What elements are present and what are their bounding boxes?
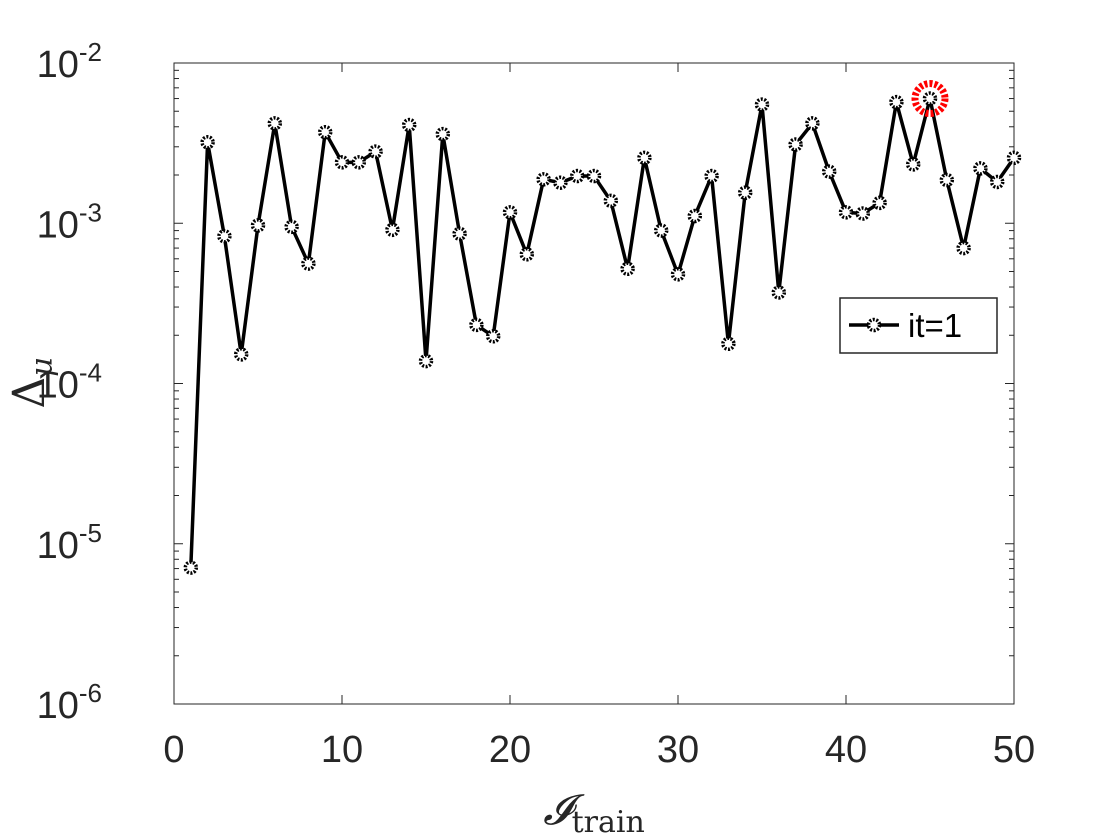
- data-point: [284, 219, 299, 235]
- x-axis-label: 𝓘train: [543, 785, 645, 840]
- data-point: [368, 144, 383, 159]
- legend-label: it=1: [908, 307, 962, 344]
- data-point: [485, 329, 501, 344]
- data-point: [401, 117, 417, 133]
- plot-frame: [173, 62, 1015, 705]
- data-point: [502, 205, 518, 220]
- x-axis-label-sub: train: [572, 805, 645, 840]
- data-point: [838, 205, 854, 220]
- data-point: [435, 126, 451, 142]
- y-tick-label: 10-3: [37, 197, 102, 246]
- y-tick-label: 10-6: [37, 678, 102, 727]
- y-tick-exponent: -4: [79, 358, 102, 388]
- data-point: [922, 91, 938, 106]
- y-tick-exponent: -6: [79, 678, 102, 708]
- data-point: [233, 347, 249, 362]
- y-axis-label-main: Δ: [4, 377, 55, 409]
- data-point: [519, 247, 535, 262]
- data-point: [569, 168, 585, 184]
- data-point: [536, 172, 551, 187]
- y-tick-base: 10: [37, 44, 79, 86]
- data-point: [687, 208, 703, 224]
- data-point: [620, 261, 635, 277]
- data-point: [788, 137, 803, 152]
- highlighted-point: [911, 80, 949, 118]
- x-tick-label: 50: [993, 729, 1035, 771]
- data-point: [183, 560, 199, 575]
- data-point: [553, 175, 568, 190]
- data-point: [217, 228, 232, 244]
- data-point: [737, 185, 753, 200]
- legend: it=1: [839, 297, 998, 354]
- x-tick-labels: 0 10 20 30 40 50: [163, 729, 1035, 771]
- data-point: [821, 164, 837, 179]
- y-tick-base: 10: [37, 204, 79, 246]
- data-point: [721, 336, 736, 352]
- y-tick-base: 10: [37, 685, 79, 727]
- data-point: [905, 157, 921, 172]
- data-point: [872, 195, 887, 211]
- data-point: [200, 135, 215, 150]
- data-point: [939, 172, 955, 188]
- series-layer: [183, 91, 1022, 575]
- y-tick-base: 10: [37, 365, 79, 407]
- x-tick-label: 10: [321, 729, 363, 771]
- data-point: [1006, 150, 1022, 166]
- data-point: [989, 174, 1005, 190]
- y-tick-label: 10-2: [37, 37, 102, 86]
- data-point: [317, 124, 333, 140]
- data-point: [771, 285, 787, 300]
- data-point: [250, 218, 266, 233]
- minor-ticks: [174, 69, 1014, 657]
- y-tick-exponent: -3: [79, 197, 102, 227]
- data-point: [334, 155, 350, 170]
- y-axis-label-sub: μ: [25, 357, 60, 377]
- data-point: [805, 116, 820, 131]
- y-tick-exponent: -5: [79, 518, 102, 548]
- data-point: [267, 116, 283, 131]
- highlight-layer: [911, 80, 949, 118]
- data-point: [603, 193, 619, 209]
- data-point: [637, 150, 652, 166]
- x-tick-label: 20: [489, 729, 531, 771]
- data-point: [469, 317, 484, 333]
- data-point: [452, 226, 467, 241]
- data-point: [351, 155, 367, 170]
- x-tick-label: 0: [163, 729, 184, 771]
- x-tick-label: 30: [657, 729, 699, 771]
- data-point: [704, 168, 719, 184]
- data-point: [855, 206, 871, 221]
- y-axis-label: Δμ: [4, 357, 60, 408]
- data-point: [973, 161, 988, 176]
- data-point: [889, 94, 904, 110]
- data-point: [670, 267, 686, 282]
- y-tick-labels: 10-610-510-410-310-2: [37, 37, 102, 727]
- data-point: [418, 353, 434, 369]
- y-tick-label: 10-4: [37, 358, 102, 407]
- y-tick-base: 10: [37, 525, 79, 567]
- y-tick-exponent: -2: [79, 37, 102, 67]
- data-point: [301, 256, 316, 271]
- data-point: [385, 222, 400, 238]
- legend-marker: [866, 317, 882, 333]
- data-point: [956, 240, 971, 256]
- x-tick-label: 40: [825, 729, 867, 771]
- data-point: [754, 97, 770, 112]
- data-point: [586, 168, 602, 184]
- y-tick-label: 10-5: [37, 518, 102, 567]
- data-point: [653, 223, 669, 238]
